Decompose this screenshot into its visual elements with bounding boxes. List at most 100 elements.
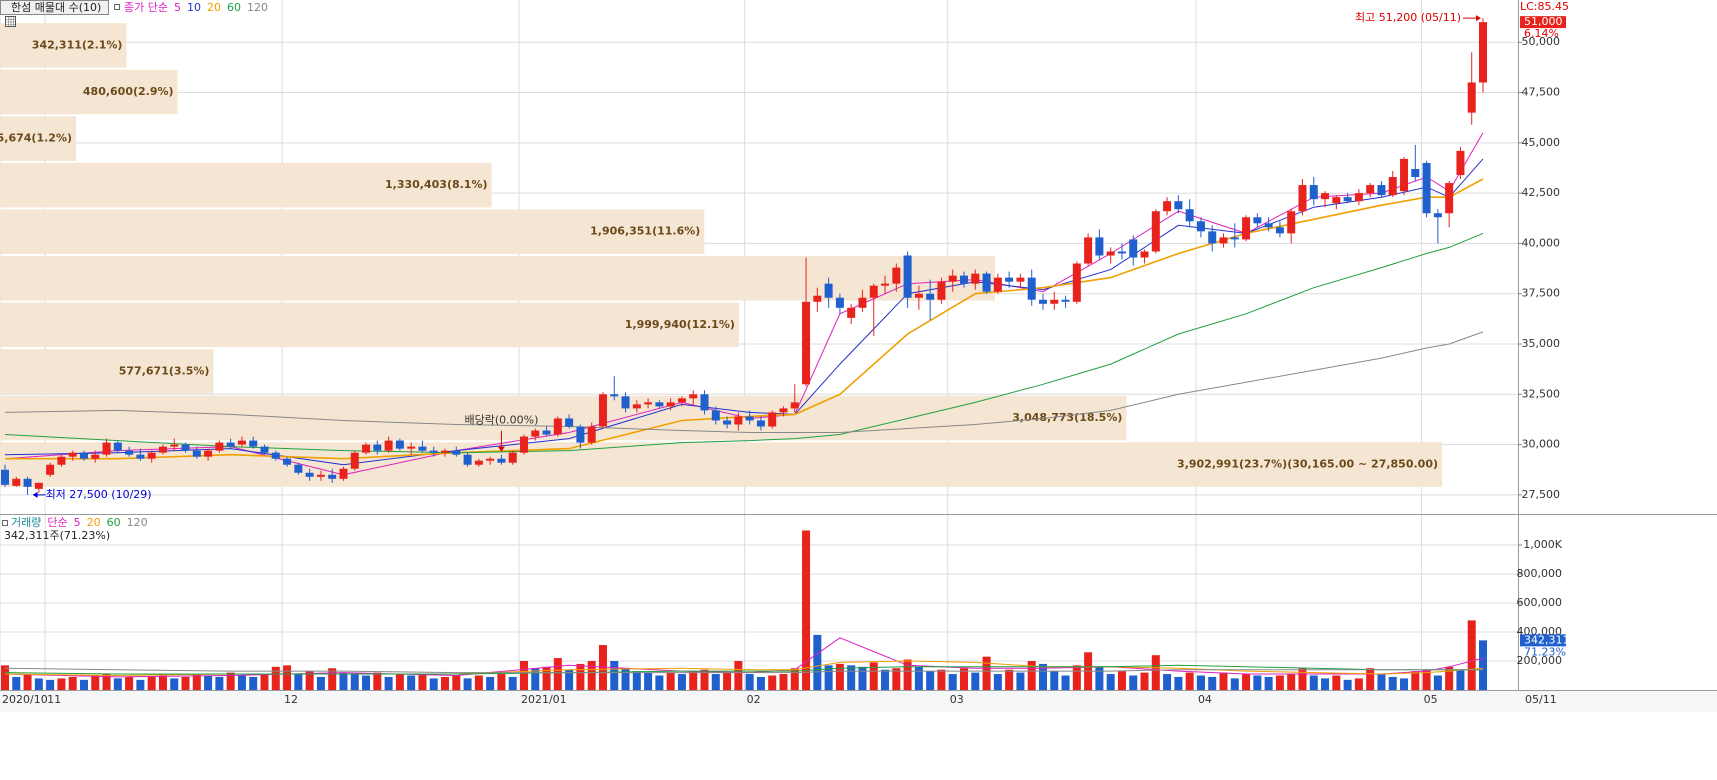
legend-label: 종가 단순 xyxy=(124,1,168,14)
volume-bar xyxy=(892,668,901,690)
profile-band xyxy=(0,23,127,68)
candle-body xyxy=(57,456,66,465)
volume-bar xyxy=(1264,676,1273,690)
volume-bar xyxy=(1061,675,1070,690)
volume-bar xyxy=(1208,676,1217,690)
volume-bar xyxy=(553,658,562,690)
candle-body xyxy=(971,273,980,284)
y-tick-label: 32,500 xyxy=(1522,387,1561,400)
volume-bar xyxy=(350,674,359,690)
x-tick-label: 05 xyxy=(1424,693,1438,706)
x-tick-label: 2021/01 xyxy=(521,693,567,706)
volume-bar xyxy=(418,674,427,690)
volume-bar xyxy=(542,666,551,690)
volume-bar xyxy=(1219,672,1228,690)
volume-bar xyxy=(1174,676,1183,690)
candle-body xyxy=(1163,201,1172,212)
profile-label: 205,674(1.2%) xyxy=(0,132,72,145)
volume-bar xyxy=(1377,674,1386,690)
last-volume-change: 71.23% xyxy=(1524,645,1566,658)
candle-body xyxy=(723,420,732,425)
candle-body xyxy=(305,472,314,477)
candle-body xyxy=(1,469,9,485)
candle-body xyxy=(158,446,167,453)
legend-label: 60 xyxy=(227,1,241,14)
candle-body xyxy=(1321,193,1330,200)
candle-body xyxy=(711,410,720,421)
candle-body xyxy=(993,277,1002,292)
y-tick-label: 50,000 xyxy=(1522,35,1561,48)
volume-bar xyxy=(858,666,867,690)
candle-body xyxy=(598,394,607,427)
volume-bar xyxy=(1038,663,1047,690)
candle-body xyxy=(610,394,619,397)
candle-body xyxy=(926,293,935,300)
candle-body xyxy=(79,452,88,459)
candle-body xyxy=(621,396,630,409)
profile-band xyxy=(0,162,492,208)
candle-body xyxy=(362,444,371,453)
candle-body xyxy=(486,458,495,461)
title-box xyxy=(0,0,109,15)
volume-bar xyxy=(1400,678,1409,690)
volume-bar xyxy=(835,663,844,690)
volume-bar xyxy=(181,676,190,690)
profile-label: 577,671(3.5%) xyxy=(119,364,210,377)
y-tick-label: 27,500 xyxy=(1522,488,1561,501)
volume-bar xyxy=(960,668,969,690)
volume-bar xyxy=(429,678,438,690)
candle-body xyxy=(1095,237,1104,256)
candle-body xyxy=(1174,201,1183,210)
volume-bar xyxy=(316,676,325,690)
volume-bar xyxy=(373,672,382,690)
candle-body xyxy=(1422,162,1431,214)
candle-body xyxy=(892,267,901,284)
candle-body xyxy=(497,458,506,463)
volume-bar xyxy=(237,675,246,690)
arrow-head xyxy=(32,491,38,498)
candle-body xyxy=(316,474,325,477)
profile-band xyxy=(0,302,739,348)
legend-label: 5 xyxy=(74,516,81,529)
candle-body xyxy=(1005,277,1014,282)
grid-icon[interactable] xyxy=(5,16,16,27)
candle-body xyxy=(474,460,483,465)
volume-bar xyxy=(1287,674,1296,690)
candle-body xyxy=(632,404,641,409)
volume-bar xyxy=(136,679,145,690)
volume-bar xyxy=(1,665,9,690)
volume-bar xyxy=(328,668,337,690)
candle-body xyxy=(960,275,969,284)
volume-bar xyxy=(57,678,66,690)
volume-bar xyxy=(474,675,483,690)
candles xyxy=(1,18,1487,495)
volume-bar xyxy=(452,675,461,690)
candle-body xyxy=(1456,150,1465,176)
volume-bar xyxy=(1016,672,1025,690)
candle-body xyxy=(1117,251,1126,254)
candle-body xyxy=(835,297,844,308)
volume-bar xyxy=(294,674,303,690)
volume-bar xyxy=(779,674,788,690)
volume-bar xyxy=(158,675,167,690)
volume-bar xyxy=(937,669,946,690)
x-tick-label: 04 xyxy=(1198,693,1212,706)
volume-bar xyxy=(1388,676,1397,690)
volume-bar xyxy=(847,665,856,690)
volume-bar xyxy=(1129,675,1138,690)
y-tick-label: 40,000 xyxy=(1522,236,1561,249)
legend-label: 5 xyxy=(174,1,181,14)
candle-body xyxy=(407,446,416,449)
volume-bar xyxy=(46,679,55,690)
volume-bar xyxy=(339,672,348,690)
candle-body xyxy=(395,440,404,449)
candle-body xyxy=(1377,185,1386,196)
profile-band xyxy=(0,69,178,115)
candle-body xyxy=(136,454,145,459)
candle-body xyxy=(249,440,258,447)
candle-body xyxy=(1400,158,1409,192)
volume-bar xyxy=(610,660,619,690)
candle-body xyxy=(328,474,337,479)
volume-bar xyxy=(508,676,517,690)
